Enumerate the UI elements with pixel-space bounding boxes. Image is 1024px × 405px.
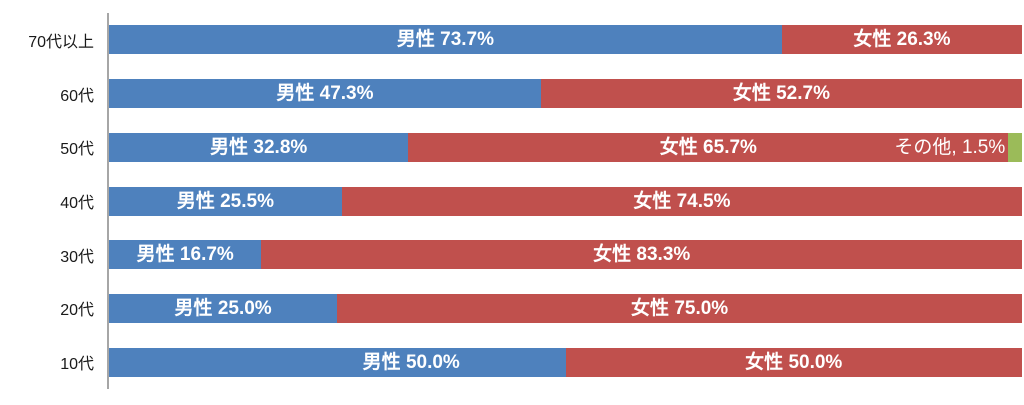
stacked-bar: 男性 25.0% 女性 75.0% <box>109 293 1022 323</box>
segment-data-label: 男性 25.0% <box>174 297 272 319</box>
segment-data-label: 女性 65.7% <box>659 136 757 158</box>
segment-data-label: 女性 74.5% <box>633 190 731 212</box>
bar-segment-女性: 女性 74.5% <box>341 186 1022 216</box>
stacked-bar: 男性 47.3% 女性 52.7% <box>109 79 1022 109</box>
segment-data-label: その他, 1.5% <box>894 136 1006 158</box>
segment-data-label: 男性 50.0% <box>362 351 460 373</box>
bar-segment-男性: 男性 25.5% <box>109 186 342 216</box>
category-label: 30代 <box>60 248 94 266</box>
segment-data-label: 女性 75.0% <box>631 297 729 319</box>
chart-row: 30代 男性 16.7% 女性 83.3% <box>60 228 1022 282</box>
y-axis-line <box>107 13 109 389</box>
bar-segment-男性: 男性 47.3% <box>109 79 541 109</box>
segment-data-label: 女性 52.7% <box>732 83 830 105</box>
chart-row: 50代 男性 32.8% 女性 65.7% その他, 1.5% <box>60 120 1022 174</box>
bar-segment-女性: 女性 75.0% <box>337 293 1022 323</box>
category-label: 50代 <box>60 141 94 159</box>
stacked-bar: 男性 50.0% 女性 50.0% <box>109 347 1022 377</box>
bar-segment-女性: 女性 83.3% <box>261 240 1022 270</box>
bar-segment-女性: 女性 26.3% <box>781 25 1022 55</box>
category-label: 40代 <box>60 195 94 213</box>
chart-row: 60代 男性 47.3% 女性 52.7% <box>60 67 1022 121</box>
bar-segment-男性: 男性 25.0% <box>109 293 338 323</box>
plot-area: 70代以上 男性 73.7% 女性 26.3% 60代 男性 47.3% 女性 52.7%… <box>28 13 1022 389</box>
bar-segment-男性: 男性 16.7% <box>109 240 262 270</box>
bar-segment-女性: 女性 52.7% <box>540 79 1022 109</box>
segment-data-label: 男性 73.7% <box>396 29 495 51</box>
bar-segment-男性: 男性 32.8% <box>109 132 409 162</box>
segment-data-label: 男性 32.8% <box>210 136 308 158</box>
segment-data-label: 男性 16.7% <box>136 244 234 266</box>
category-label: 70代以上 <box>28 33 94 51</box>
bar-segment-男性: 男性 73.7% <box>109 25 782 55</box>
segment-data-label: 女性 83.3% <box>593 244 691 266</box>
chart-row: 10代 男性 50.0% 女性 50.0% <box>60 335 1022 389</box>
bar-segment-女性: 女性 65.7% <box>408 132 1009 162</box>
category-label: 10代 <box>60 356 94 374</box>
chart-row: 20代 男性 25.0% 女性 75.0% <box>60 282 1022 336</box>
segment-data-label: 男性 47.3% <box>276 83 374 105</box>
stacked-bar: 男性 32.8% 女性 65.7% その他, 1.5% <box>109 132 1022 162</box>
stacked-bar: 男性 25.5% 女性 74.5% <box>109 186 1022 216</box>
category-label: 60代 <box>60 87 94 105</box>
chart-row: 40代 男性 25.5% 女性 74.5% <box>60 174 1022 228</box>
segment-data-label: 男性 25.5% <box>176 190 274 212</box>
chart-row: 70代以上 男性 73.7% 女性 26.3% <box>28 13 1022 67</box>
segment-data-label: 女性 50.0% <box>745 351 843 373</box>
stacked-bar: 男性 16.7% 女性 83.3% <box>109 240 1022 270</box>
bar-segment-女性: 女性 50.0% <box>565 347 1022 377</box>
bar-segment-その他: その他, 1.5% <box>894 132 1022 162</box>
stacked-bar: 男性 73.7% 女性 26.3% <box>109 25 1022 55</box>
bar-segment-男性: 男性 50.0% <box>109 347 566 377</box>
category-label: 20代 <box>60 302 94 320</box>
segment-data-label: 女性 26.3% <box>853 29 951 51</box>
